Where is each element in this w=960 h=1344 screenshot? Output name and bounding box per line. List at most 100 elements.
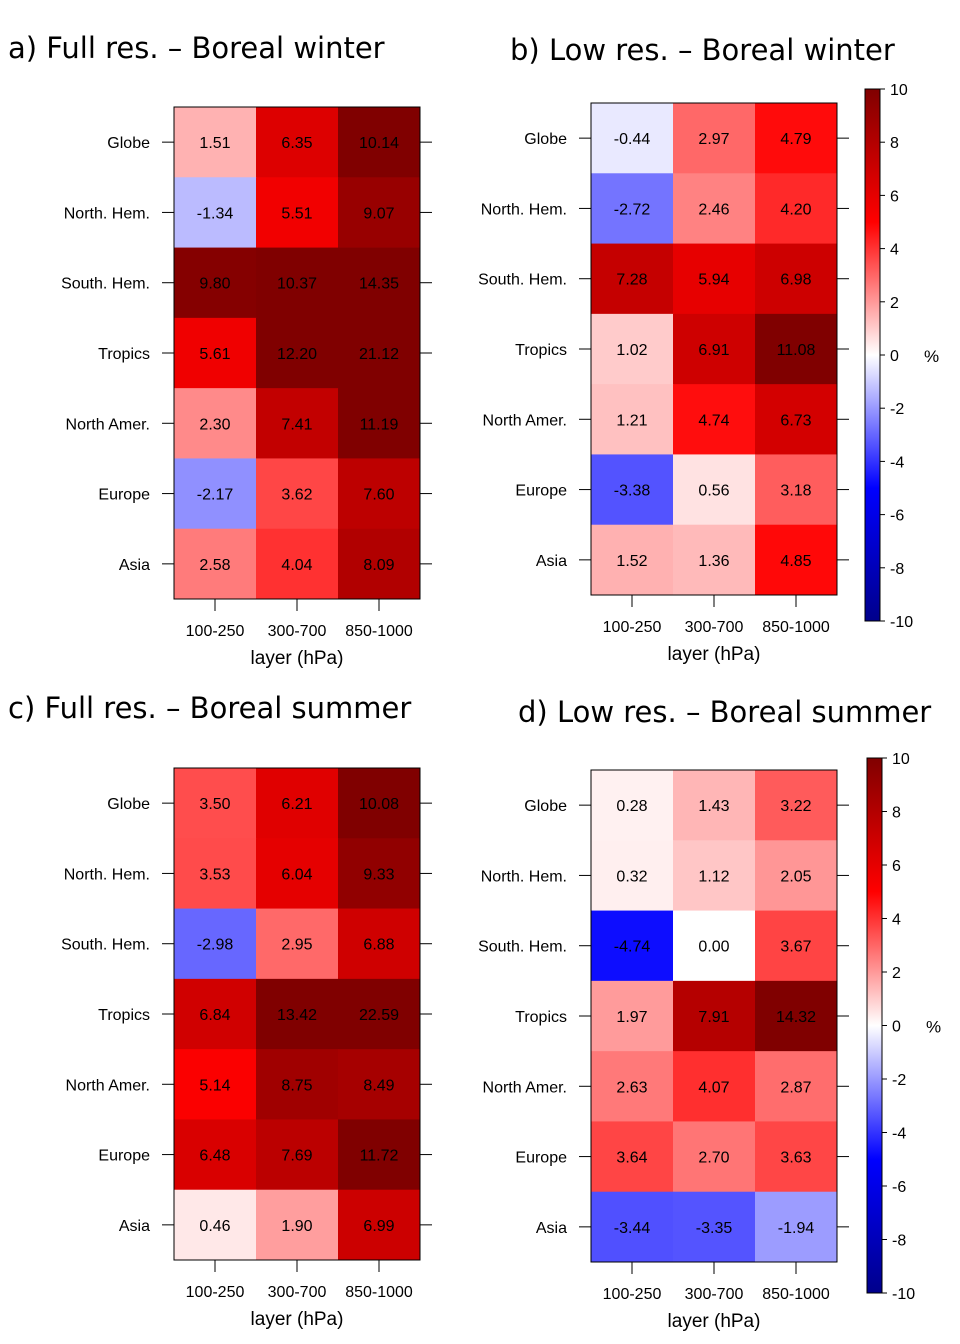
- heatmap-cell: [591, 770, 674, 841]
- heatmap-cell: [338, 768, 421, 839]
- heatmap-cell: [673, 313, 756, 385]
- heatmap-cell: [338, 1189, 421, 1261]
- cell-value-label: 2.97: [698, 131, 729, 148]
- heatmap-cell: [591, 103, 674, 174]
- panel-c-heatmap: 3.50 6.21 10.08 3.53 6.04 9.33 -2.98 2.95 6.88 6.…: [61, 767, 432, 1330]
- cell-value-label: 5.94: [698, 272, 729, 289]
- heatmap-cell: [591, 840, 674, 911]
- cell-value-label: 8.09: [363, 557, 394, 574]
- column-label: 300-700: [685, 619, 744, 636]
- cell-value-label: 9.80: [199, 276, 230, 293]
- cell-value-label: 0.46: [199, 1218, 230, 1235]
- cell-value-label: 3.18: [780, 483, 811, 500]
- cell-value-label: 3.64: [616, 1150, 647, 1167]
- cell-value-label: 0.00: [698, 939, 729, 956]
- cell-value-label: 8.49: [363, 1077, 394, 1094]
- heatmap-cell: [338, 317, 421, 389]
- colorbar-unit: %: [926, 1018, 941, 1037]
- heatmap-cell: [673, 524, 756, 596]
- cell-value-label: 6.21: [281, 796, 312, 813]
- heatmap-cell: [673, 384, 756, 455]
- column-label: 850-1000: [762, 1286, 830, 1303]
- heatmap-cell: [174, 177, 257, 248]
- cell-value-label: 5.51: [281, 205, 312, 222]
- cell-value-label: -3.44: [614, 1220, 651, 1237]
- cell-value-label: 6.73: [780, 412, 811, 429]
- column-label: 300-700: [685, 1286, 744, 1303]
- heatmap-cell: [673, 1121, 756, 1193]
- heatmap-cell: [755, 243, 838, 315]
- heatmap-cell: [338, 107, 421, 178]
- heatmap-cell: [755, 454, 838, 526]
- heatmap-cell: [755, 980, 838, 1052]
- heatmap-cell: [256, 1119, 339, 1191]
- row-label: North. Hem.: [64, 205, 150, 222]
- colorbar-tick-label: 4: [892, 912, 901, 929]
- heatmap-cell: [755, 173, 838, 244]
- heatmap-cell: [256, 458, 339, 530]
- x-axis-label: layer (hPa): [668, 1311, 761, 1332]
- row-label: Globe: [107, 796, 150, 813]
- heatmap-cell: [174, 317, 257, 389]
- heatmap-cell: [755, 770, 838, 841]
- column-label: 850-1000: [345, 623, 413, 640]
- cell-value-label: 6.48: [199, 1148, 230, 1165]
- heatmap-cell: [591, 1191, 674, 1263]
- row-label: South. Hem.: [478, 272, 567, 289]
- colorbar-tick-label: 2: [892, 965, 901, 982]
- colorbar-tick-label: -2: [890, 401, 904, 418]
- heatmap-cell: [338, 1119, 421, 1191]
- cell-value-label: 7.28: [616, 272, 647, 289]
- heatmap-cell: [174, 768, 257, 839]
- heatmap-cell: [673, 770, 756, 841]
- row-label: Europe: [515, 483, 567, 500]
- cell-value-label: 4.20: [780, 201, 811, 218]
- cell-value-label: 11.19: [360, 416, 399, 433]
- cell-value-label: 6.88: [363, 937, 394, 954]
- cell-value-label: 1.12: [698, 868, 729, 885]
- cell-value-label: 21.12: [359, 346, 399, 363]
- cell-value-label: 22.59: [359, 1007, 399, 1024]
- heatmap-cell: [256, 768, 339, 839]
- row-label: South. Hem.: [61, 276, 150, 293]
- cell-value-label: 4.79: [780, 131, 811, 148]
- colorbar-tick-label: 0: [892, 1019, 901, 1036]
- cell-value-label: 6.99: [363, 1218, 394, 1235]
- cell-value-label: 6.35: [281, 135, 312, 152]
- heatmap-cell: [338, 177, 421, 248]
- cell-value-label: 1.51: [199, 135, 230, 152]
- cell-value-label: 1.36: [698, 553, 729, 570]
- cell-value-label: 6.04: [281, 866, 312, 883]
- cell-value-label: 2.95: [281, 937, 312, 954]
- column-label: 850-1000: [762, 619, 830, 636]
- cell-value-label: 10.37: [277, 276, 317, 293]
- heatmap-cell: [338, 247, 421, 319]
- cell-value-label: 2.05: [780, 868, 811, 885]
- heatmap-cell: [256, 177, 339, 248]
- cell-value-label: 10.14: [359, 135, 399, 152]
- heatmap-cell: [673, 243, 756, 315]
- heatmap-cell: [755, 1051, 838, 1122]
- cell-value-label: -2.72: [614, 201, 651, 218]
- row-label: Asia: [119, 1218, 150, 1235]
- row-label: Europe: [98, 487, 150, 504]
- row-label: Asia: [536, 1220, 567, 1237]
- colorbar-tick-label: 2: [890, 295, 899, 312]
- colorbar-tick-label: 8: [890, 135, 899, 152]
- cell-value-label: 13.42: [277, 1007, 317, 1024]
- cell-value-label: 7.41: [281, 416, 312, 433]
- heatmap-cell: [591, 524, 674, 596]
- colorbar-tick-label: 8: [892, 805, 901, 822]
- colorbar-tick-label: -8: [890, 561, 904, 578]
- heatmap-cell: [256, 317, 339, 389]
- heatmap-cell: [591, 384, 674, 455]
- heatmap-cell: [256, 978, 339, 1050]
- colorbar-gradient: [864, 88, 881, 622]
- colorbar-tick-label: -10: [890, 614, 913, 631]
- heatmap-cell: [755, 840, 838, 911]
- cell-value-label: 3.63: [780, 1150, 811, 1167]
- heatmap-cell: [174, 528, 257, 600]
- heatmap-cell: [174, 1189, 257, 1261]
- cell-value-label: 4.07: [698, 1079, 729, 1096]
- row-label: South. Hem.: [478, 939, 567, 956]
